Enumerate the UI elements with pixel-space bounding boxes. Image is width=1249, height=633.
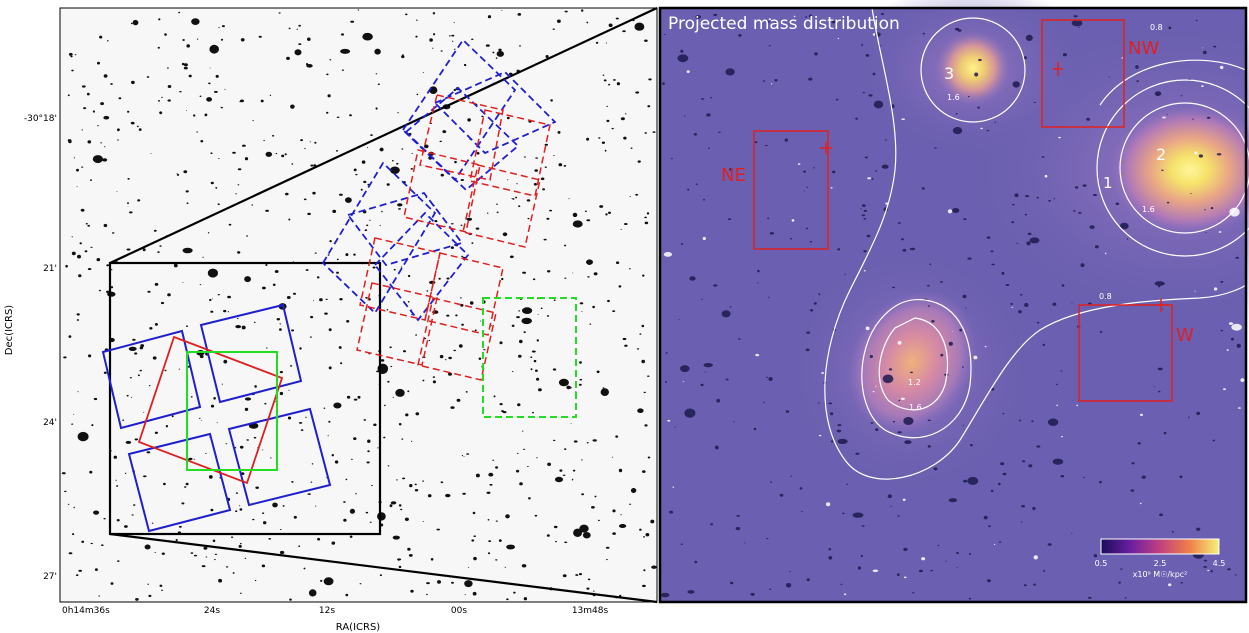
mass-map-panel: Projected mass distribution NW NE W 1 2 … (658, 0, 1249, 604)
region-label-ne: NE (721, 165, 746, 186)
region-boxes (753, 19, 1173, 402)
green-pointing-solid (186, 351, 278, 471)
mass-peak-3 (935, 30, 1011, 106)
y-tick-label: 21' (43, 264, 57, 274)
hst-pointings-dashed (321, 38, 557, 322)
peak-label-2: 2 (1156, 145, 1166, 164)
y-axis: -30°18' 21' 24' 27' Dec(ICRS) (4, 114, 57, 582)
mass-contours (824, 7, 1249, 480)
zoom-box (108, 261, 382, 536)
x-tick-label: 0h14m36s (62, 606, 110, 616)
mass-core-central (847, 290, 977, 434)
zoom-line-bottom (109, 532, 658, 604)
colorbar-tick-max: 4.5 (1213, 559, 1226, 568)
map-title: Projected mass distribution (668, 14, 900, 34)
green-pointing-dashed (482, 297, 577, 418)
colorbar: 0.5 2.5 4.5 x10⁹ M☉/kpc² (1095, 538, 1226, 579)
x-tick-label: 00s (451, 606, 467, 616)
peak-label-1: 1 (1103, 174, 1113, 192)
x-tick-label: 12s (319, 606, 335, 616)
y-tick-label: 27' (43, 572, 57, 582)
hst-pointings-solid (101, 303, 332, 533)
mass-peak-2 (1110, 105, 1249, 235)
region-box-w (1078, 304, 1173, 402)
y-tick-label: -30°18' (24, 114, 57, 124)
region-box-nw (1041, 19, 1125, 128)
x-tick-label: 13m48s (572, 606, 609, 616)
left-image-panel: -30°18' 21' 24' 27' Dec(ICRS) 0h14m36s 2… (4, 7, 658, 633)
x-axis-label: RA(ICRS) (336, 622, 381, 633)
colorbar-tick-min: 0.5 (1095, 559, 1108, 568)
x-axis: 0h14m36s 24s 12s 00s 13m48s RA(ICRS) (62, 606, 608, 633)
red-pointing-solid (137, 335, 284, 485)
contour-label: 1.6 (1142, 205, 1155, 214)
contour-label: 1.6 (909, 403, 922, 412)
region-label-nw: NW (1128, 38, 1159, 59)
contour-label: 0.8 (1099, 292, 1112, 301)
zoom-line-top (109, 7, 658, 264)
x-tick-label: 24s (204, 606, 220, 616)
peak-label-3: 3 (944, 64, 954, 83)
colorbar-tick-mid: 2.5 (1154, 559, 1167, 568)
contour-label: 1.6 (947, 93, 960, 102)
contour-label: 0.8 (1150, 23, 1163, 32)
region-box-ne (753, 130, 829, 250)
y-axis-label: Dec(ICRS) (4, 305, 15, 355)
region-label-w: W (1176, 325, 1194, 346)
y-tick-label: 24' (43, 418, 57, 428)
red-pointings-dashed (356, 94, 551, 381)
star-field (61, 9, 657, 601)
colorbar-unit: x10⁹ M☉/kpc² (1133, 570, 1188, 579)
contour-label: 1.2 (908, 378, 921, 387)
